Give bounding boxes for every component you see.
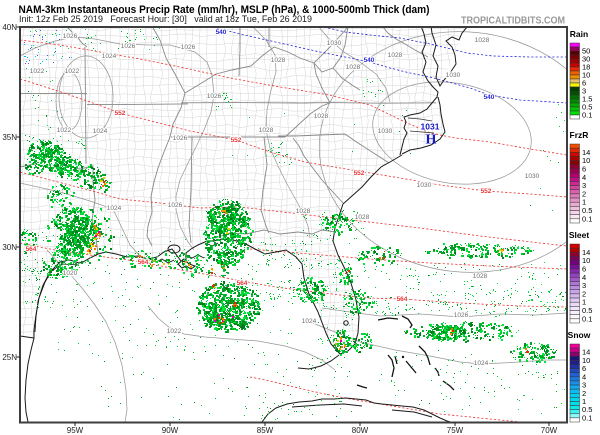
- svg-text:Sleet: Sleet: [569, 230, 589, 240]
- svg-text:6: 6: [582, 164, 586, 173]
- svg-text:10: 10: [582, 156, 590, 165]
- svg-text:14: 14: [582, 248, 590, 257]
- svg-text:1028: 1028: [259, 127, 274, 134]
- svg-text:14: 14: [582, 348, 590, 357]
- svg-text:1024: 1024: [102, 53, 117, 60]
- svg-text:564: 564: [138, 259, 149, 266]
- svg-text:1026: 1026: [63, 33, 78, 40]
- svg-text:1022: 1022: [57, 127, 72, 134]
- svg-text:1.5: 1.5: [582, 95, 592, 104]
- svg-text:3: 3: [582, 281, 586, 290]
- svg-text:1028: 1028: [271, 57, 286, 64]
- svg-text:2: 2: [582, 289, 586, 298]
- svg-text:1028: 1028: [473, 273, 488, 280]
- svg-text:6: 6: [582, 364, 586, 373]
- svg-text:4: 4: [582, 372, 586, 381]
- svg-text:564: 564: [397, 296, 408, 303]
- svg-text:NAM-3km Instantaneous Precip R: NAM-3km Instantaneous Precip Rate (mm/hr…: [19, 4, 430, 16]
- svg-text:564: 564: [26, 246, 37, 253]
- svg-text:30: 30: [582, 55, 590, 64]
- svg-text:1028: 1028: [346, 64, 361, 71]
- svg-text:540: 540: [364, 57, 375, 64]
- svg-text:10: 10: [582, 71, 590, 80]
- svg-text:1028: 1028: [314, 113, 329, 120]
- svg-text:FrzR: FrzR: [570, 130, 589, 140]
- svg-text:0.1: 0.1: [582, 111, 592, 120]
- svg-text:1031: 1031: [421, 122, 440, 132]
- svg-text:3: 3: [582, 381, 586, 390]
- svg-text:1: 1: [582, 298, 586, 307]
- svg-text:552: 552: [481, 188, 492, 195]
- svg-text:1026: 1026: [168, 202, 183, 209]
- svg-text:1026: 1026: [181, 44, 196, 51]
- svg-text:0.1: 0.1: [582, 413, 592, 422]
- svg-text:1024: 1024: [302, 318, 317, 325]
- svg-text:10: 10: [582, 256, 590, 265]
- svg-text:35N: 35N: [2, 133, 17, 142]
- svg-text:85W: 85W: [257, 426, 274, 435]
- svg-text:18: 18: [582, 63, 590, 72]
- svg-text:1026: 1026: [207, 93, 222, 100]
- svg-text:4: 4: [582, 273, 586, 282]
- svg-text:H: H: [426, 133, 437, 148]
- svg-text:1030: 1030: [417, 182, 432, 189]
- svg-text:1026: 1026: [121, 43, 136, 50]
- svg-text:40N: 40N: [2, 23, 17, 32]
- svg-text:75W: 75W: [447, 426, 464, 435]
- svg-text:1028: 1028: [475, 37, 490, 44]
- svg-text:6: 6: [582, 79, 586, 88]
- svg-text:0.5: 0.5: [582, 306, 592, 315]
- svg-text:90W: 90W: [162, 426, 179, 435]
- svg-text:1: 1: [582, 198, 586, 207]
- svg-text:1028: 1028: [296, 208, 311, 215]
- svg-text:1026: 1026: [173, 135, 188, 142]
- svg-text:50: 50: [582, 47, 590, 56]
- svg-text:1020: 1020: [63, 270, 78, 277]
- svg-text:6: 6: [582, 264, 586, 273]
- svg-text:0.1: 0.1: [582, 214, 592, 223]
- svg-text:540: 540: [216, 29, 227, 36]
- svg-text:1024: 1024: [107, 205, 122, 212]
- svg-text:30N: 30N: [2, 243, 17, 252]
- svg-text:Rain: Rain: [570, 29, 588, 39]
- svg-text:2: 2: [582, 189, 586, 198]
- svg-text:1030: 1030: [378, 128, 393, 135]
- svg-text:25N: 25N: [2, 353, 17, 362]
- svg-text:1030: 1030: [446, 72, 461, 79]
- svg-text:0.5: 0.5: [582, 103, 592, 112]
- svg-text:3: 3: [582, 181, 586, 190]
- svg-text:1024: 1024: [474, 360, 489, 367]
- svg-text:10: 10: [582, 356, 590, 365]
- svg-text:1028: 1028: [355, 214, 370, 221]
- svg-text:3: 3: [582, 87, 586, 96]
- svg-text:1: 1: [582, 397, 586, 406]
- svg-text:1030: 1030: [327, 40, 342, 47]
- svg-text:80W: 80W: [352, 426, 369, 435]
- svg-text:564: 564: [237, 280, 248, 287]
- svg-text:1022: 1022: [30, 68, 45, 75]
- svg-text:0.1: 0.1: [582, 314, 592, 323]
- svg-text:552: 552: [115, 110, 126, 117]
- svg-text:Snow: Snow: [568, 330, 591, 340]
- svg-text:0.5: 0.5: [582, 405, 592, 414]
- svg-text:0.5: 0.5: [582, 206, 592, 215]
- svg-text:552: 552: [354, 170, 365, 177]
- svg-text:1026: 1026: [454, 312, 469, 319]
- svg-text:14: 14: [582, 148, 590, 157]
- svg-text:552: 552: [231, 137, 242, 144]
- svg-text:1022: 1022: [167, 328, 182, 335]
- svg-text:540: 540: [484, 94, 495, 101]
- svg-text:2: 2: [582, 389, 586, 398]
- svg-text:TROPICALTIDBITS.COM: TROPICALTIDBITS.COM: [461, 15, 565, 27]
- svg-text:1028: 1028: [388, 52, 403, 59]
- svg-text:1022: 1022: [65, 68, 80, 75]
- svg-text:4: 4: [582, 173, 586, 182]
- svg-text:95W: 95W: [67, 426, 84, 435]
- svg-text:70W: 70W: [541, 426, 558, 435]
- svg-text:1024: 1024: [93, 128, 108, 135]
- svg-text:1030: 1030: [525, 173, 540, 180]
- svg-text:Init: 12z Feb 25 2019 Foreca: Init: 12z Feb 25 2019 Forecast Hour: [30…: [19, 14, 312, 24]
